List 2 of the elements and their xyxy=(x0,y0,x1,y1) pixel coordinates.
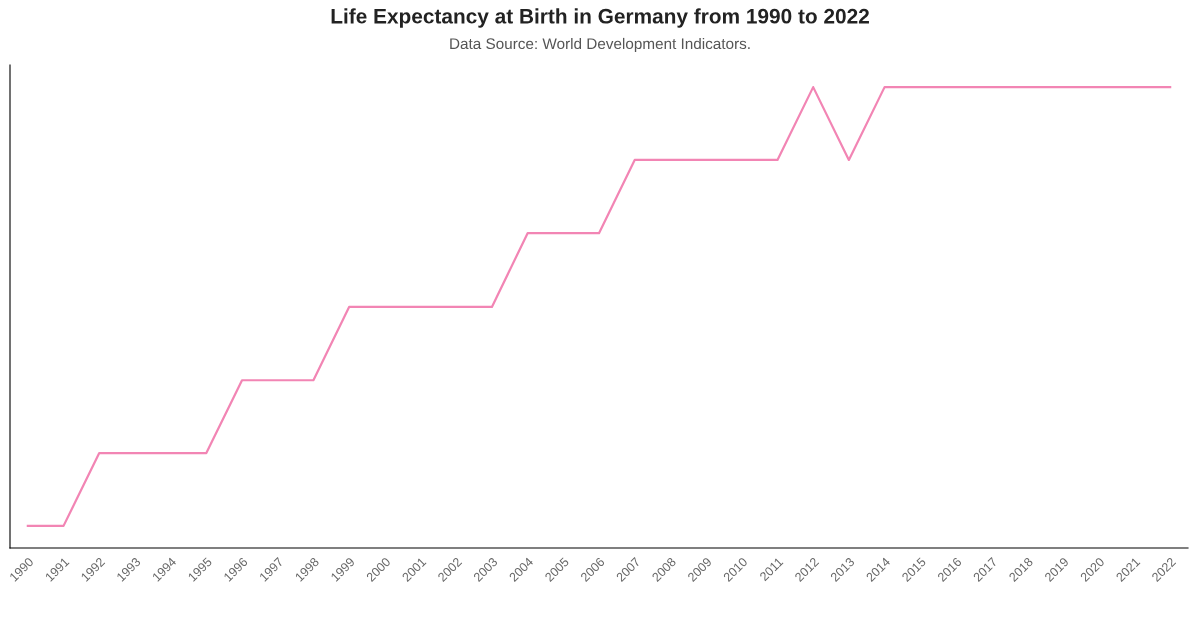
chart-subtitle: Data Source: World Development Indicators. xyxy=(450,37,750,53)
chart-title: Life Expectancy at Birth in Germany from 1990 to 2022 xyxy=(331,8,869,28)
